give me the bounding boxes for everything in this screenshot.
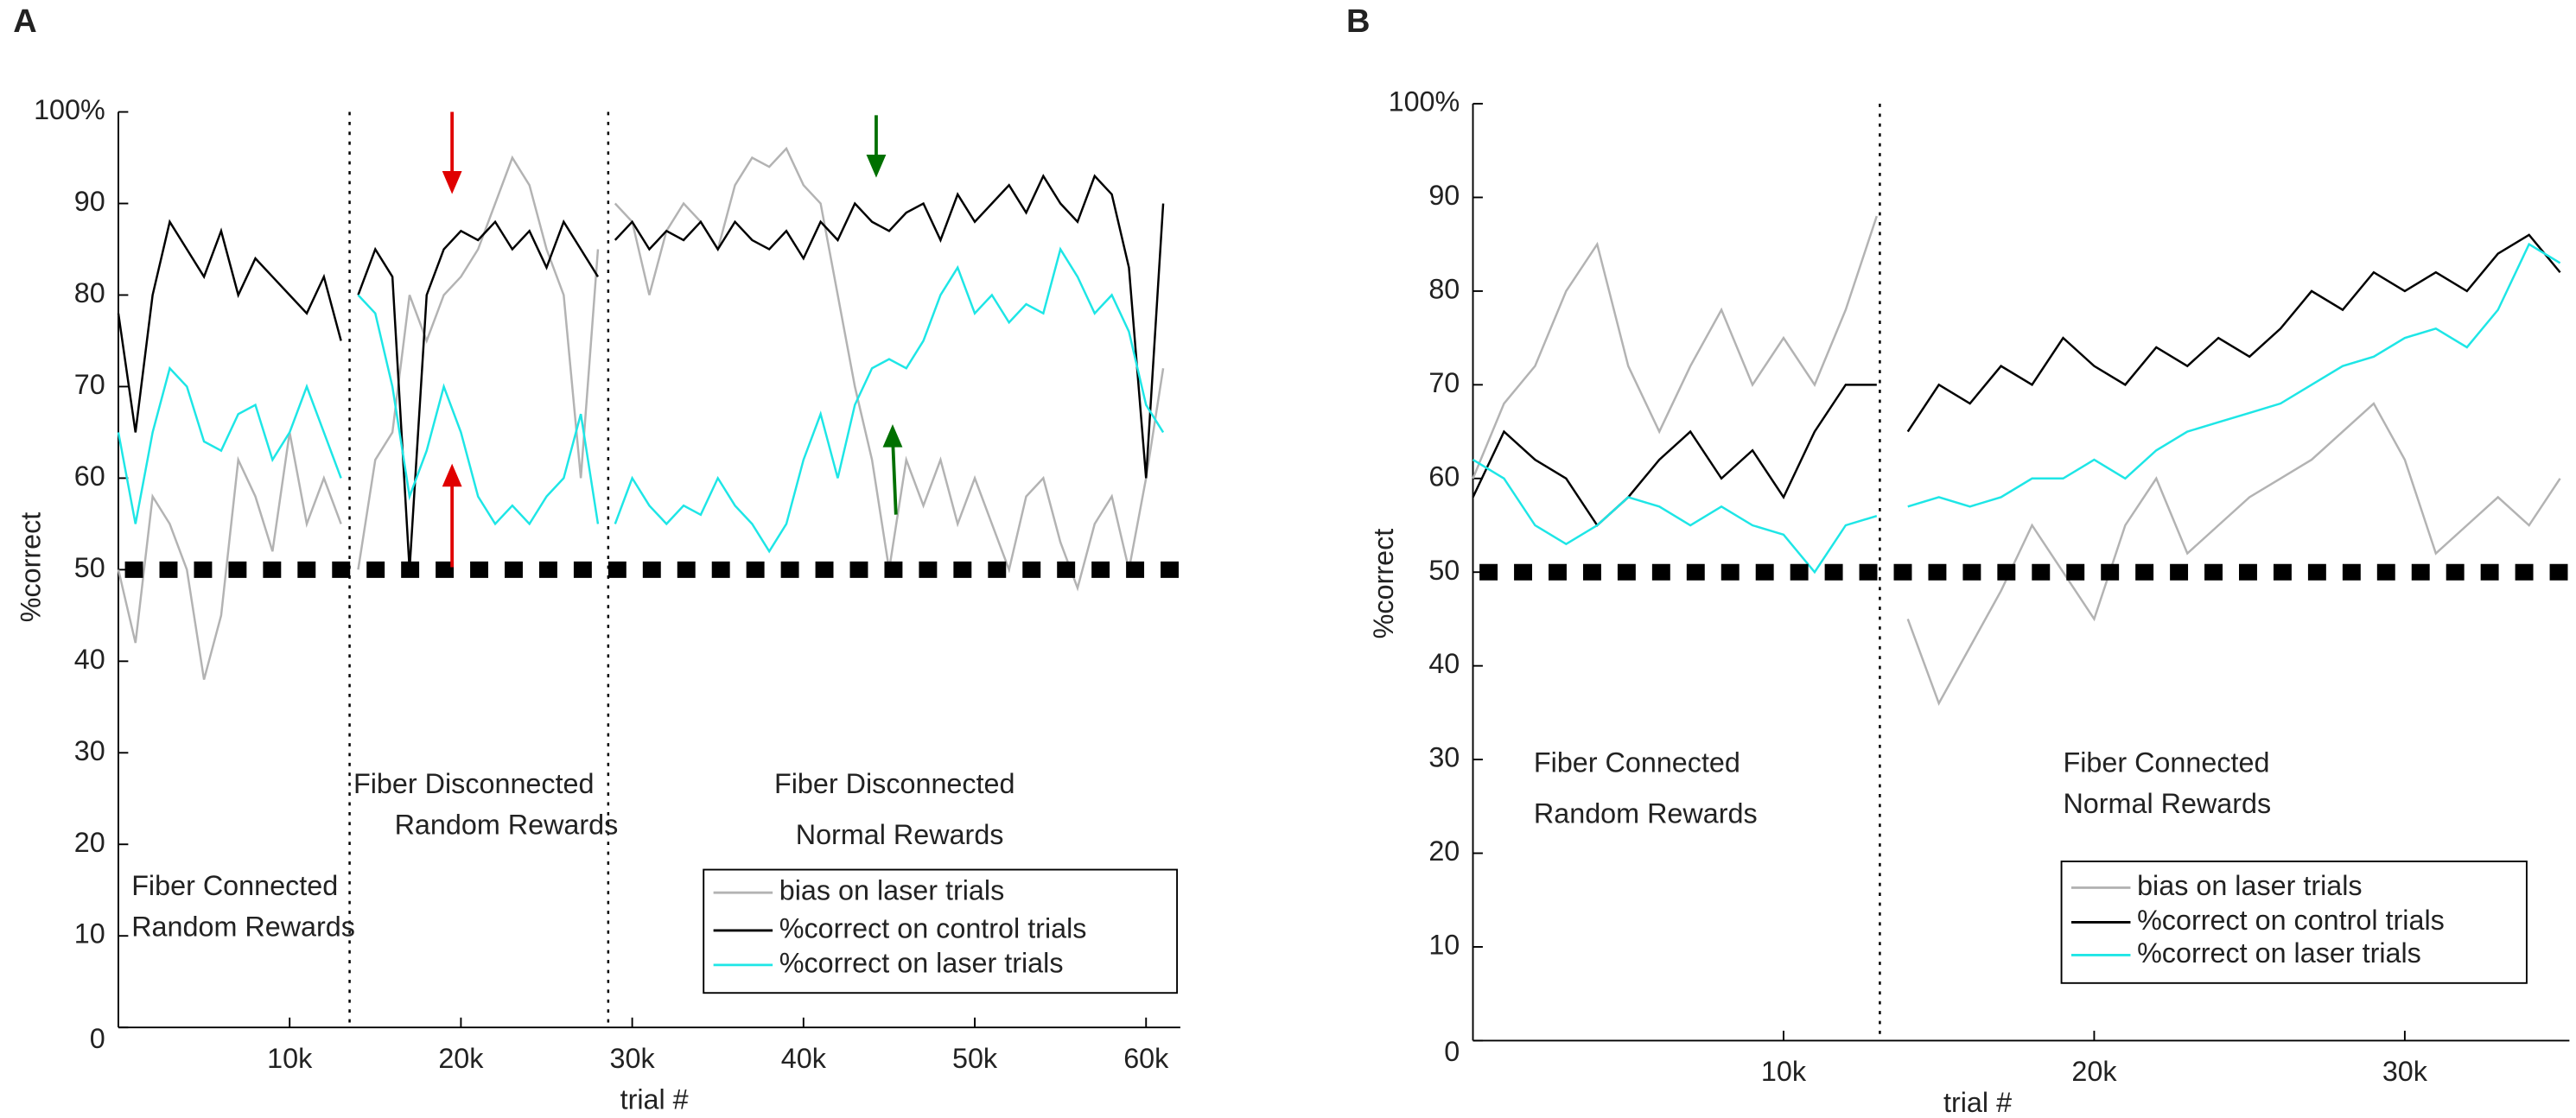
y-tick-label: 10 — [1428, 930, 1460, 961]
annotation: Normal Rewards — [2063, 788, 2271, 819]
series-line — [1472, 233, 2561, 527]
y-tick-label: 100% — [34, 94, 105, 125]
arrow-head — [882, 424, 903, 448]
y-tick-label: 80 — [1428, 273, 1460, 304]
y-tick-label: 80 — [74, 277, 105, 308]
series-line — [1472, 242, 2561, 575]
series-line — [1472, 215, 2561, 706]
x-tick-label: 40k — [781, 1043, 827, 1074]
y-tick-label: 90 — [1428, 180, 1460, 211]
y-tick-label: 40 — [1428, 648, 1460, 679]
x-tick-label: 30k — [610, 1043, 656, 1074]
arrow-head — [866, 155, 887, 178]
y-tick-label: 0 — [90, 1023, 105, 1054]
y-tick-label: 60 — [1428, 461, 1460, 492]
legend-label: bias on laser trials — [779, 875, 1005, 906]
legend-box — [703, 868, 1179, 994]
x-tick-label: 10k — [267, 1043, 313, 1074]
y-tick-label: 50 — [74, 552, 105, 583]
arrow-head — [442, 171, 462, 194]
panel-label: B — [1346, 3, 1370, 40]
y-tick-label: 40 — [74, 644, 105, 675]
y-tick-label: 20 — [74, 827, 105, 858]
x-tick-label: 10k — [1761, 1056, 1807, 1087]
legend-label: %correct on control trials — [779, 912, 1087, 943]
annotation: Fiber Connected — [2063, 746, 2269, 778]
y-tick-label: 60 — [74, 461, 105, 492]
series-line — [117, 174, 1165, 570]
y-tick-label: 100% — [1389, 86, 1460, 118]
legend-box — [2060, 861, 2528, 984]
arrow-head — [442, 463, 462, 487]
legend-label: %correct on laser trials — [2137, 937, 2421, 969]
annotation: Fiber Connected — [131, 870, 338, 901]
y-axis-label: %correct — [1368, 529, 1399, 639]
y-tick-label: 10 — [74, 918, 105, 950]
arrow — [891, 437, 898, 515]
legend-label: %correct on laser trials — [779, 947, 1064, 978]
y-tick-label: 30 — [74, 735, 105, 766]
x-tick-label: 30k — [2382, 1056, 2428, 1087]
annotation: Normal Rewards — [796, 819, 1004, 850]
arrows — [442, 111, 903, 568]
y-tick-label: 30 — [1428, 742, 1460, 773]
y-tick-label: 70 — [1428, 367, 1460, 398]
x-axis-label: trial # — [620, 1083, 689, 1115]
series-line — [117, 246, 1165, 554]
y-tick-label: 20 — [1428, 835, 1460, 867]
annotation: Fiber Connected — [1534, 746, 1740, 778]
panel-label: A — [13, 3, 36, 40]
annotation: Random Rewards — [395, 810, 619, 841]
x-tick-label: 20k — [2071, 1056, 2117, 1087]
legend-label: %correct on control trials — [2137, 905, 2445, 936]
x-axis-label: trial # — [1943, 1087, 2012, 1118]
x-tick-label: 50k — [952, 1043, 998, 1074]
annotation: Random Rewards — [131, 912, 355, 943]
annotation: Random Rewards — [1534, 797, 1758, 829]
annotation: Fiber Disconnected — [353, 768, 595, 799]
x-tick-label: 60k — [1123, 1043, 1169, 1074]
y-tick-label: 70 — [74, 369, 105, 400]
series-line — [117, 146, 1165, 680]
annotation: Fiber Disconnected — [774, 768, 1015, 799]
x-tick-label: 20k — [438, 1043, 484, 1074]
y-tick-label: 0 — [1444, 1036, 1460, 1067]
y-axis-label: %correct — [16, 512, 47, 623]
y-tick-label: 90 — [74, 186, 105, 217]
legend-label: bias on laser trials — [2137, 870, 2363, 901]
y-tick-label: 50 — [1428, 555, 1460, 586]
